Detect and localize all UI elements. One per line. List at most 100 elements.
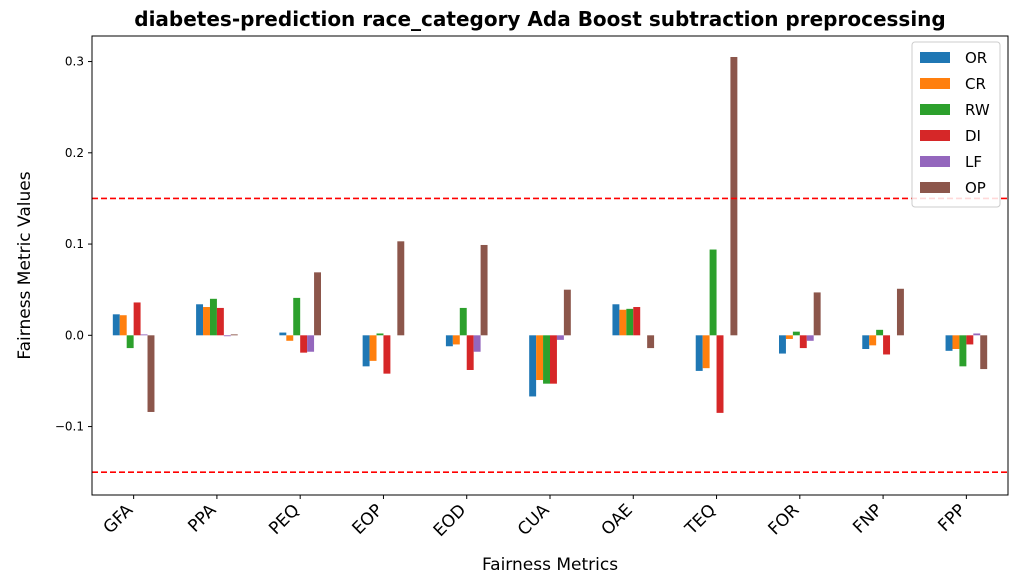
- legend-swatch-rw: [920, 104, 950, 115]
- bar-di-eop: [383, 335, 391, 374]
- bar-op-oae: [647, 335, 655, 349]
- x-tick-label: FPP: [934, 500, 970, 536]
- x-tick-label: FNP: [849, 500, 886, 537]
- threshold-lines: [92, 197, 1008, 473]
- legend-swatch-lf: [920, 156, 950, 167]
- bar-cr-oae: [619, 309, 627, 336]
- bar-op-eop: [397, 241, 405, 336]
- bar-op-gfa: [147, 335, 155, 412]
- series-op: [147, 56, 988, 412]
- x-axis-label: Fairness Metrics: [482, 555, 618, 575]
- bar-rw-eod: [459, 307, 467, 336]
- bar-op-fnp: [896, 288, 904, 336]
- legend-label-op: OP: [965, 179, 986, 197]
- bar-lf-fpp: [973, 333, 981, 336]
- bar-or-teq: [695, 335, 703, 371]
- series-rw: [126, 249, 967, 384]
- bar-cr-fnp: [869, 335, 877, 346]
- legend-label-lf: LF: [965, 153, 982, 171]
- bar-rw-fpp: [959, 335, 967, 367]
- bar-or-oae: [612, 304, 620, 336]
- legend-label-rw: RW: [965, 101, 990, 119]
- chart-title: diabetes-prediction race_category Ada Bo…: [134, 7, 945, 31]
- bar-or-fpp: [945, 335, 953, 351]
- bar-cr-teq: [702, 335, 710, 369]
- x-tick-label: FOR: [764, 500, 803, 539]
- bar-op-ppa: [230, 334, 238, 336]
- bar-cr-cua: [536, 335, 544, 381]
- y-tick-label: 0.2: [65, 146, 84, 160]
- x-tick-label: GFA: [100, 500, 138, 538]
- bar-rw-cua: [543, 335, 550, 384]
- bar-op-teq: [730, 56, 738, 336]
- bar-cr-peq: [286, 335, 294, 341]
- series-lf: [140, 333, 981, 352]
- bar-di-eod: [466, 335, 474, 370]
- legend-label-or: OR: [965, 49, 987, 67]
- bar-lf-for: [806, 335, 814, 341]
- x-axis: GFA PPA PEQ EOP EOD CUA OAE TEQ FOR FNP FPP: [100, 495, 970, 541]
- legend-label-cr: CR: [965, 75, 986, 93]
- bar-or-peq: [279, 332, 287, 336]
- plot-frame: [91, 35, 1009, 496]
- bar-cr-gfa: [119, 315, 127, 336]
- series-or: [112, 304, 953, 397]
- bar-lf-eod: [473, 335, 481, 352]
- bar-rw-ppa: [209, 298, 217, 336]
- y-tick-label: 0.1: [65, 237, 84, 251]
- x-tick-label: TEQ: [681, 500, 720, 539]
- y-tick-label: 0.3: [65, 55, 84, 69]
- bar-lf-cua: [556, 335, 564, 340]
- legend: OR CR RW DI LF OP: [911, 41, 1001, 208]
- bar-cr-eop: [369, 335, 377, 361]
- bar-di-fnp: [883, 335, 891, 355]
- bar-di-fpp: [966, 335, 974, 345]
- bar-di-oae: [633, 307, 641, 336]
- y-tick-label: 0.0: [65, 328, 84, 342]
- legend-swatch-di: [920, 130, 950, 141]
- bar-or-ppa: [196, 304, 204, 336]
- bar-op-for: [813, 292, 821, 336]
- x-tick-label: OAE: [598, 500, 637, 539]
- bar-lf-peq: [307, 335, 315, 352]
- bar-op-cua: [563, 289, 571, 336]
- x-tick-label: PEQ: [265, 500, 303, 538]
- bar-or-eod: [445, 335, 453, 347]
- bar-rw-fnp: [876, 329, 884, 336]
- bar-or-gfa: [112, 314, 120, 336]
- bar-op-peq: [314, 272, 321, 336]
- bar-rw-peq: [293, 297, 301, 336]
- bar-rw-oae: [626, 308, 634, 336]
- bar-cr-eod: [452, 335, 460, 345]
- legend-label-di: DI: [965, 127, 981, 145]
- bar-or-fnp: [862, 335, 870, 349]
- bar-lf-ppa: [223, 335, 231, 337]
- bar-or-for: [779, 335, 786, 354]
- legend-swatch-op: [920, 182, 950, 193]
- x-tick-label: EOD: [430, 500, 470, 540]
- bar-cr-ppa: [203, 307, 210, 336]
- bar-rw-gfa: [126, 335, 134, 349]
- bar-di-for: [799, 335, 807, 349]
- bar-op-fpp: [980, 335, 988, 370]
- bar-di-teq: [716, 335, 724, 413]
- bars-group: [112, 56, 988, 413]
- bar-rw-eop: [376, 333, 384, 336]
- series-di: [133, 302, 974, 413]
- legend-swatch-or: [920, 52, 950, 63]
- x-tick-label: CUA: [514, 500, 554, 540]
- bar-op-eod: [480, 244, 488, 336]
- series-cr: [119, 307, 960, 381]
- bar-rw-teq: [709, 249, 717, 336]
- legend-swatch-cr: [920, 78, 950, 89]
- bar-or-eop: [362, 335, 370, 367]
- bar-di-peq: [300, 335, 308, 353]
- bar-di-cua: [550, 335, 557, 384]
- x-tick-label: PPA: [184, 500, 220, 536]
- bar-cr-for: [785, 335, 793, 339]
- y-tick-label: −0.1: [55, 420, 84, 434]
- bar-or-cua: [529, 335, 537, 397]
- y-axis: −0.1 0.0 0.1 0.2 0.3: [55, 55, 92, 434]
- x-tick-label: EOP: [349, 500, 387, 538]
